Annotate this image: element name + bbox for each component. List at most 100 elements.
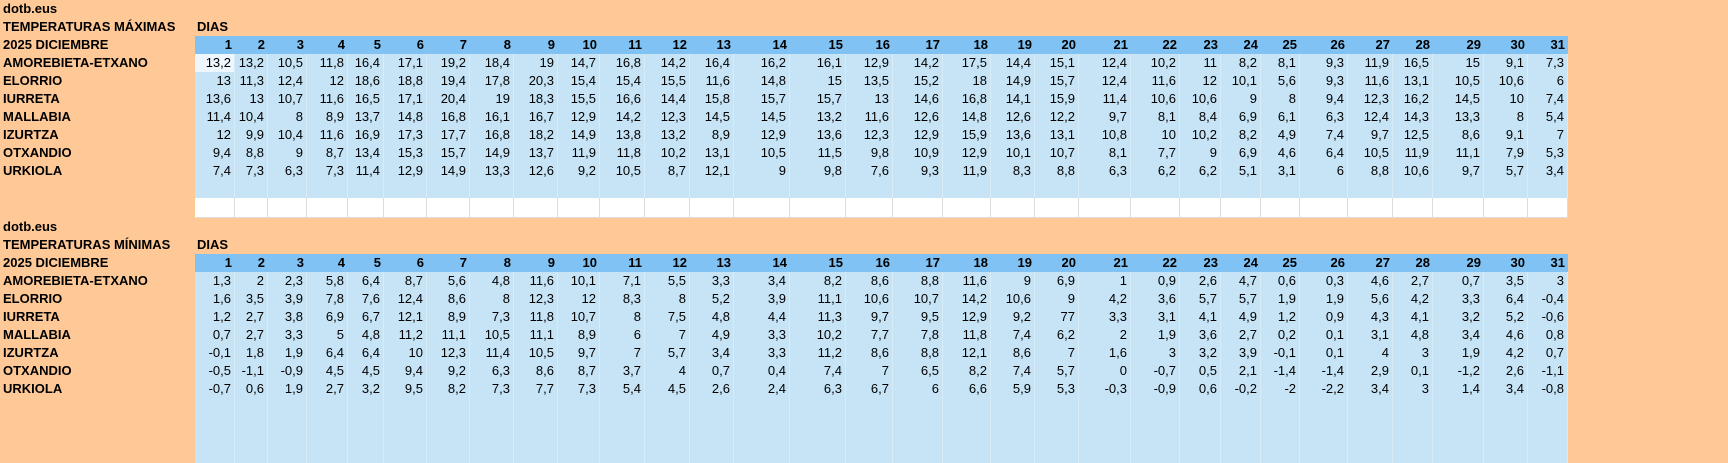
temperature-cell: 6,6 <box>943 380 991 398</box>
temperature-cell: 9,9 <box>235 126 268 144</box>
temperature-cell: 11,2 <box>790 344 846 362</box>
day-header: 21 <box>1079 254 1131 272</box>
temperature-cell: 7,8 <box>893 326 943 344</box>
temperature-cell: 17,8 <box>470 72 514 90</box>
temperature-cell: 12,3 <box>514 290 558 308</box>
temperature-cell: 10,7 <box>893 290 943 308</box>
temperature-cell: 16,8 <box>470 126 514 144</box>
temperature-cell: 4,7 <box>1221 272 1261 290</box>
temperature-cell: 6,3 <box>1300 108 1348 126</box>
temperature-cell: 3,9 <box>268 290 307 308</box>
empty-cell <box>1433 198 1484 218</box>
temperature-cell: 10,5 <box>470 326 514 344</box>
empty-cell <box>991 198 1035 218</box>
blank-cell <box>195 398 235 463</box>
temperature-cell: 3,2 <box>1180 344 1221 362</box>
temperature-cell: 15,7 <box>734 90 790 108</box>
temperature-cell: 3,9 <box>1221 344 1261 362</box>
blank-cell <box>514 180 558 198</box>
temperature-cell: -2 <box>1261 380 1300 398</box>
blank-cell <box>790 398 846 463</box>
temperature-cell: 1,6 <box>195 290 235 308</box>
temperature-cell: 3,2 <box>1433 308 1484 326</box>
temperature-cell: 11,9 <box>1348 54 1393 72</box>
temperature-cell: 9,5 <box>384 380 427 398</box>
temperature-cell: 9,1 <box>1484 54 1528 72</box>
day-header: 29 <box>1433 36 1484 54</box>
temperature-cell: 13,2 <box>235 54 268 72</box>
temperature-cell: -0,1 <box>1261 344 1300 362</box>
empty-cell <box>470 198 514 218</box>
temperature-cell: 7,9 <box>1484 144 1528 162</box>
temperature-cell: 4,2 <box>1484 344 1528 362</box>
temperature-cell: 10,4 <box>268 126 307 144</box>
day-header: 23 <box>1180 254 1221 272</box>
day-header: 17 <box>893 36 943 54</box>
temperature-cell: 14,4 <box>991 54 1035 72</box>
blank-cell <box>558 180 600 198</box>
temperature-cell: 11,1 <box>1433 144 1484 162</box>
source: dotb.eus <box>3 219 58 234</box>
day-header: 16 <box>846 254 893 272</box>
temperature-cell: 7 <box>1035 344 1079 362</box>
empty-cell <box>1079 198 1131 218</box>
temperature-cell: 9 <box>1035 290 1079 308</box>
blank-cell <box>1348 180 1393 198</box>
temperature-cell: 5,4 <box>600 380 645 398</box>
blank-cell <box>470 180 514 198</box>
temperature-cell: 9 <box>268 144 307 162</box>
temperature-cell: 11,2 <box>384 326 427 344</box>
temperature-cell: 4 <box>645 362 690 380</box>
temperature-cell: 6,5 <box>893 362 943 380</box>
day-header: 25 <box>1261 36 1300 54</box>
temperature-cell: 10,6 <box>1180 90 1221 108</box>
day-header: 31 <box>1528 254 1568 272</box>
temperature-cell: 0,8 <box>1528 326 1568 344</box>
blank-cell <box>1180 398 1221 463</box>
temperature-cell: 16,7 <box>514 108 558 126</box>
temperature-cell: 5,5 <box>645 272 690 290</box>
day-header: 20 <box>1035 36 1079 54</box>
temperature-cell: 3 <box>1528 272 1568 290</box>
temperature-cell: 0,7 <box>1528 344 1568 362</box>
temperature-cell: 8 <box>645 290 690 308</box>
temperature-cell: 13,8 <box>600 126 645 144</box>
temperature-cell: 8,2 <box>1221 126 1261 144</box>
temperature-cell: 2,6 <box>1180 272 1221 290</box>
temperature-cell: -1,1 <box>1528 362 1568 380</box>
station-name: IURRETA <box>3 91 60 106</box>
temperature-cell: 5,6 <box>427 272 470 290</box>
temperature-cell: 0,1 <box>1393 362 1433 380</box>
temperature-cell: 10,5 <box>600 162 645 180</box>
temperature-cell: 12,4 <box>268 72 307 90</box>
temperature-cell: 11,6 <box>846 108 893 126</box>
empty-cell <box>846 198 893 218</box>
day-header: 26 <box>1300 36 1348 54</box>
temperature-cell: 9,3 <box>1300 72 1348 90</box>
blank-cell <box>348 180 384 198</box>
day-header: 19 <box>991 36 1035 54</box>
temperature-cell: 6,1 <box>1261 108 1300 126</box>
temperature-cell: 13,1 <box>1035 126 1079 144</box>
temperature-cell: 6,4 <box>1300 144 1348 162</box>
temperature-cell: 3,3 <box>268 326 307 344</box>
blank-cell <box>645 398 690 463</box>
temperature-cell: 12,1 <box>690 162 734 180</box>
day-header: 14 <box>734 36 790 54</box>
temperature-cell: 7,7 <box>1131 144 1180 162</box>
day-header: 27 <box>1348 254 1393 272</box>
day-header: 2 <box>235 254 268 272</box>
temperature-cell: 8,7 <box>307 144 348 162</box>
temperature-cell: -0,9 <box>268 362 307 380</box>
temperature-cell: 0,9 <box>1300 308 1348 326</box>
blank-cell <box>1433 398 1484 463</box>
day-header: 4 <box>307 36 348 54</box>
temperature-cell: 12,1 <box>943 344 991 362</box>
temperature-cell: 13,6 <box>790 126 846 144</box>
temperature-cell: 6,9 <box>307 308 348 326</box>
temperature-cell: 0 <box>1079 362 1131 380</box>
temperature-cell: 5,3 <box>1035 380 1079 398</box>
temperature-cell: -0,5 <box>195 362 235 380</box>
temperature-cell: 11,1 <box>790 290 846 308</box>
temperature-cell: 15,5 <box>645 72 690 90</box>
